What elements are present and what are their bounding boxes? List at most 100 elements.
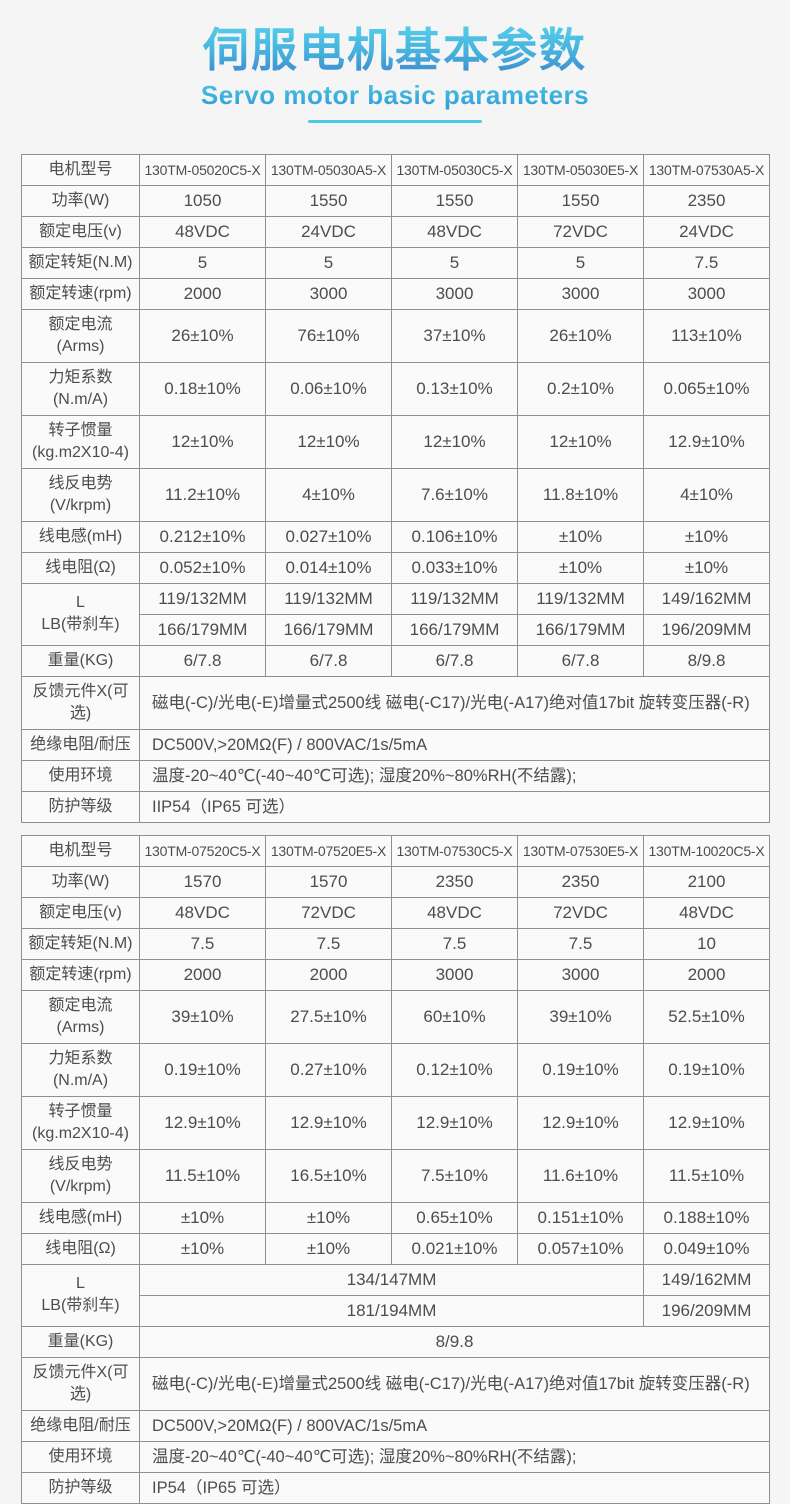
title-underline-decoration: [308, 119, 482, 123]
table-cell: 5: [265, 246, 392, 279]
table-cell: 6/7.8: [391, 644, 518, 677]
table-cell: 3000: [643, 277, 770, 310]
table-cell: 48VDC: [391, 896, 518, 929]
row-label: 额定转矩(N.M): [21, 927, 140, 960]
row-label: 线反电势 (V/krpm): [21, 467, 140, 522]
table-row: 额定转速(rpm) 2000 2000 3000 3000 2000: [21, 958, 770, 991]
table-row: 电机型号 130TM-07520C5-X 130TM-07520E5-X 130TM-…: [21, 834, 770, 867]
table-row: 防护等级 IIP54（IP65 可选）: [21, 790, 770, 823]
table-cell: 72VDC: [517, 215, 644, 248]
table-cell: 4±10%: [265, 467, 392, 522]
table-cell: 7.5±10%: [391, 1148, 518, 1203]
table-cell: 12.9±10%: [391, 1095, 518, 1150]
row-label: L LB(带刹车): [21, 1263, 140, 1327]
table-cell: 7.5: [265, 927, 392, 960]
table-cell: 37±10%: [391, 308, 518, 363]
table-row: 线电阻(Ω) ±10% ±10% 0.021±10% 0.057±10% 0.049±10…: [21, 1232, 770, 1265]
table-cell: 6/7.8: [265, 644, 392, 677]
table-cell: 0.052±10%: [139, 551, 266, 584]
table-cell: 130TM-07530E5-X: [517, 834, 644, 867]
row-label: 线电感(mH): [21, 520, 140, 553]
row-label: 重量(KG): [21, 644, 140, 677]
table-cell: 72VDC: [265, 896, 392, 929]
table-cell: 11.2±10%: [139, 467, 266, 522]
table-row: 重量(KG) 6/7.8 6/7.8 6/7.8 6/7.8 8/9.8: [21, 644, 770, 677]
page-title: 伺服电机基本参数: [203, 24, 587, 76]
row-label: 额定电压(v): [21, 896, 140, 929]
table-cell: 2000: [265, 958, 392, 991]
table-cell: 12.9±10%: [517, 1095, 644, 1150]
table-cell: 39±10%: [517, 989, 644, 1044]
table-cell: 温度-20~40℃(-40~40℃可选); 湿度20%~80%RH(不结露);: [139, 759, 770, 792]
table-cell: 0.2±10%: [517, 361, 644, 416]
table-cell: 6/7.8: [139, 644, 266, 677]
table-cell: 0.19±10%: [139, 1042, 266, 1097]
table-row: 额定电压(v) 48VDC 24VDC 48VDC 72VDC 24VDC: [21, 215, 770, 248]
table-row: L LB(带刹车) 119/132MM 119/132MM 119/132MM 119/1…: [21, 582, 770, 646]
table-cell: ±10%: [643, 520, 770, 553]
table-cell: 134/147MM: [139, 1263, 644, 1296]
row-label: 电机型号: [21, 834, 140, 867]
table-cell: 11.8±10%: [517, 467, 644, 522]
row-label: 防护等级: [21, 790, 140, 823]
row-label: 功率(W): [21, 865, 140, 898]
table-cell: 166/179MM: [517, 613, 644, 646]
table-cell: ±10%: [643, 551, 770, 584]
table-row: 功率(W) 1570 1570 2350 2350 2100: [21, 865, 770, 898]
table-cell: 12.9±10%: [139, 1095, 266, 1150]
table-row: 181/194MM 196/209MM: [22, 1294, 770, 1327]
table-cell: 0.212±10%: [139, 520, 266, 553]
table-cell: 7.5: [139, 927, 266, 960]
table-row: 反馈元件X(可选) 磁电(-C)/光电(-E)增量式2500线 磁电(-C17)/…: [21, 1356, 770, 1411]
table-cell: 1550: [517, 184, 644, 217]
table-row: 额定转矩(N.M) 7.5 7.5 7.5 7.5 10: [21, 927, 770, 960]
table-cell: 磁电(-C)/光电(-E)增量式2500线 磁电(-C17)/光电(-A17)绝…: [139, 675, 770, 730]
table-cell: 196/209MM: [643, 613, 770, 646]
table-row: 线电感(mH) ±10% ±10% 0.65±10% 0.151±10% 0.188±10…: [21, 1201, 770, 1234]
table-cell: 0.057±10%: [517, 1232, 644, 1265]
row-label: 线反电势 (V/krpm): [21, 1148, 140, 1203]
table-cell: 0.13±10%: [391, 361, 518, 416]
table-cell: 2000: [139, 277, 266, 310]
table-cell: 24VDC: [643, 215, 770, 248]
table-cell: 2350: [391, 865, 518, 898]
table-row: L LB(带刹车) 134/147MM 149/162MM: [21, 1263, 770, 1327]
table-cell: ±10%: [517, 520, 644, 553]
table-cell: 0.65±10%: [391, 1201, 518, 1234]
table-cell: 0.106±10%: [391, 520, 518, 553]
table-row: 线反电势 (V/krpm) 11.2±10% 4±10% 7.6±10% 11.8±10%…: [21, 467, 770, 522]
table-cell: 196/209MM: [643, 1294, 770, 1327]
row-label: 额定转速(rpm): [21, 277, 140, 310]
table-cell: 52.5±10%: [643, 989, 770, 1044]
page-header: 伺服电机基本参数 Servo motor basic parameters: [0, 0, 790, 123]
table-cell: 5: [517, 246, 644, 279]
table-cell: 60±10%: [391, 989, 518, 1044]
table-row: 转子惯量 (kg.m2X10-4) 12±10% 12±10% 12±10% 12±10%…: [21, 414, 770, 469]
row-label: 转子惯量 (kg.m2X10-4): [21, 414, 140, 469]
table-cell: 48VDC: [643, 896, 770, 929]
table-cell: 130TM-05020C5-X: [139, 153, 266, 186]
table-cell: 12±10%: [517, 414, 644, 469]
table-cell: 166/179MM: [265, 613, 392, 646]
table-cell: 0.12±10%: [391, 1042, 518, 1097]
table-cell: 7.5: [643, 246, 770, 279]
table-cell: 1570: [265, 865, 392, 898]
table-cell: 2000: [139, 958, 266, 991]
table-cell: 2350: [517, 865, 644, 898]
table-cell: 7.5: [391, 927, 518, 960]
table-cell: IIP54（IP65 可选）: [139, 790, 770, 823]
row-label: 绝缘电阻/耐压: [21, 728, 140, 761]
table-cell: 11.6±10%: [517, 1148, 644, 1203]
table-cell: 39±10%: [139, 989, 266, 1044]
table-cell: 0.065±10%: [643, 361, 770, 416]
row-label: 防护等级: [21, 1471, 140, 1504]
row-label: 额定转速(rpm): [21, 958, 140, 991]
table-cell: 7.5: [517, 927, 644, 960]
table-cell: 166/179MM: [139, 613, 266, 646]
table-cell: 0.06±10%: [265, 361, 392, 416]
table-cell: 130TM-05030E5-X: [517, 153, 644, 186]
table-row: 绝缘电阻/耐压 DC500V,>20MΩ(F) / 800VAC/1s/5mA: [21, 728, 770, 761]
table-row: 额定转矩(N.M) 5 5 5 5 7.5: [21, 246, 770, 279]
table-cell: 11.5±10%: [643, 1148, 770, 1203]
table-cell: ±10%: [265, 1201, 392, 1234]
